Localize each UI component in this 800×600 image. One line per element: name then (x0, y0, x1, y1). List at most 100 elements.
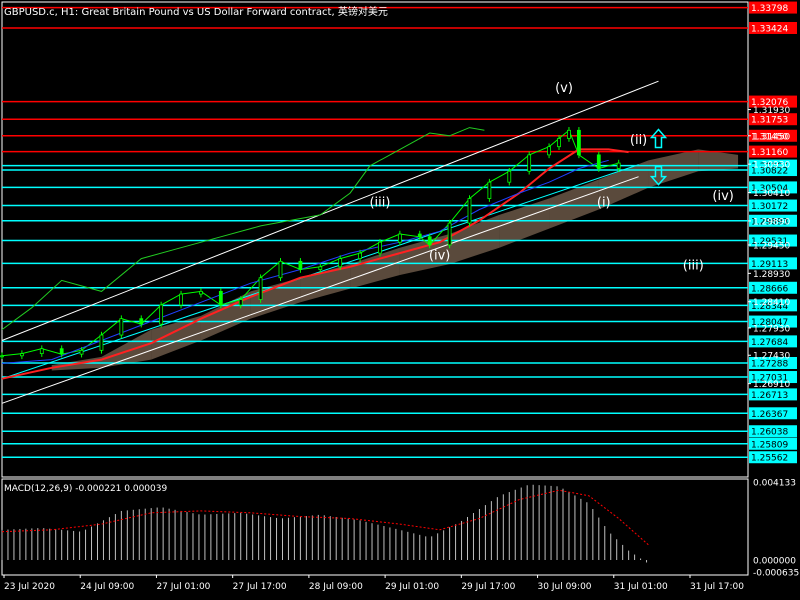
time-axis-label: 24 Jul 09:00 (80, 582, 134, 592)
level-price-label: 1.31753 (751, 116, 788, 126)
candle-body (39, 348, 44, 355)
level-price-label: 1.28344 (751, 302, 788, 312)
price-axis-label: 1.27930 (753, 324, 790, 334)
macd-axis-label: 0.004133 (753, 479, 796, 489)
level-price-label: 1.32076 (751, 98, 788, 108)
candle-body (547, 146, 551, 156)
arrow-up-icon (649, 128, 668, 149)
channel-line-lower (1, 176, 639, 404)
candle-body (427, 236, 432, 246)
level-price-tag (749, 257, 797, 270)
level-price-tag (749, 299, 797, 312)
level-price-tag (749, 181, 797, 194)
ichimoku-cloud-segment (350, 247, 400, 289)
tenkan-line (1, 159, 609, 364)
level-price-label: 1.33424 (751, 24, 788, 34)
level-price-tag (749, 199, 797, 212)
arrow-down-icon (649, 165, 668, 186)
time-axis-label: 27 Jul 01:00 (156, 582, 210, 592)
level-price-label: 1.26038 (751, 428, 788, 438)
wave-label: (i) (597, 196, 611, 211)
price-axis-label: 1.30930 (753, 161, 790, 171)
ichimoku-cloud-segment (399, 234, 450, 275)
candle-body (318, 266, 323, 270)
main-plot-frame (1, 1, 749, 478)
level-price-tag (749, 214, 797, 227)
time-axis-label: 31 Jul 01:00 (614, 582, 668, 592)
candle-body (139, 318, 144, 325)
time-axis-label: 29 Jul 17:00 (461, 582, 515, 592)
macd-axis-label: 0.000000 (753, 557, 796, 567)
level-price-label: 1.27288 (751, 360, 788, 370)
level-price-tag (749, 407, 797, 420)
macd-axis-label: -0.000635 (753, 569, 799, 579)
ichimoku-cloud-segment (648, 149, 699, 188)
level-price-label: 1.29113 (751, 260, 788, 270)
price-axis-label: 1.26910 (753, 380, 790, 390)
candle-body (298, 260, 303, 270)
candle-body (378, 241, 382, 254)
level-price-tag (749, 335, 797, 348)
level-price-tag (749, 425, 797, 438)
level-price-tag (749, 281, 797, 294)
candle-body (507, 170, 512, 183)
level-price-label: 1.26713 (751, 391, 788, 401)
level-price-tag (749, 315, 797, 328)
level-price-label: 1.27684 (751, 338, 788, 348)
candle-body (358, 252, 362, 260)
price-axis-label: 1.29450 (753, 241, 790, 251)
candle-body (467, 198, 472, 224)
candle-body (557, 138, 561, 148)
candle-body (159, 304, 164, 325)
candle-body (119, 318, 124, 336)
candle-body (99, 334, 104, 351)
price-axis-label: 1.27430 (753, 352, 790, 362)
level-price-label: 1.25562 (751, 454, 788, 464)
level-price-tag (749, 451, 797, 464)
level-price-tag (749, 129, 797, 142)
level-price-label: 1.29893 (751, 217, 788, 227)
candle-body (567, 129, 571, 139)
candle-body (616, 162, 621, 169)
candle-body (338, 258, 343, 268)
chikou-line (1, 127, 485, 331)
symbol-label: GBPUSD.c, H1: (4, 7, 79, 18)
level-price-label: 1.28047 (751, 318, 788, 328)
level-price-label: 1.28666 (751, 284, 788, 294)
level-price-label: 1.26367 (751, 410, 788, 420)
time-axis-label: 27 Jul 17:00 (233, 582, 287, 592)
candle-body (238, 299, 243, 306)
wave-label: (iv) (429, 249, 450, 264)
time-axis-label: 30 Jul 09:00 (538, 582, 592, 592)
candle-body (527, 154, 532, 172)
macd-title: MACD(12,26,9) -0.000221 0.000039 (4, 484, 168, 494)
time-axis-label: 23 Jul 2020 (4, 582, 55, 592)
level-price-label: 1.30172 (751, 202, 788, 212)
candle-body (218, 290, 223, 306)
wave-label: (iii) (683, 259, 704, 274)
candle-body (447, 222, 452, 246)
level-price-label: 1.30822 (751, 167, 788, 177)
level-price-label: 1.29531 (751, 237, 788, 247)
level-price-label: 1.33798 (751, 4, 788, 14)
chart-title: GBPUSD.c, H1: Great Britain Pound vs US … (4, 3, 388, 18)
symbol-description: Great Britain Pound vs US Dollar Forward… (81, 7, 388, 18)
close-line (1, 129, 619, 357)
level-price-tag (749, 388, 797, 401)
wave-label: (v) (555, 81, 573, 96)
price-axis-label: 1.28930 (753, 270, 790, 280)
macd-plot-frame (1, 478, 749, 576)
ichimoku-cloud-segment (549, 179, 599, 229)
candle-body (179, 293, 183, 306)
level-price-label: 1.25809 (751, 440, 788, 450)
price-axis-label: 1.29890 (753, 217, 790, 227)
wave-label: (iii) (369, 196, 390, 211)
level-price-tag (749, 371, 797, 384)
candle-body (577, 129, 581, 156)
level-price-tag (749, 357, 797, 369)
ichimoku-cloud-segment (499, 198, 550, 248)
level-price-tag (749, 113, 797, 126)
ichimoku-cloud-segment (449, 214, 500, 265)
price-axis-label: 1.30410 (753, 189, 790, 199)
